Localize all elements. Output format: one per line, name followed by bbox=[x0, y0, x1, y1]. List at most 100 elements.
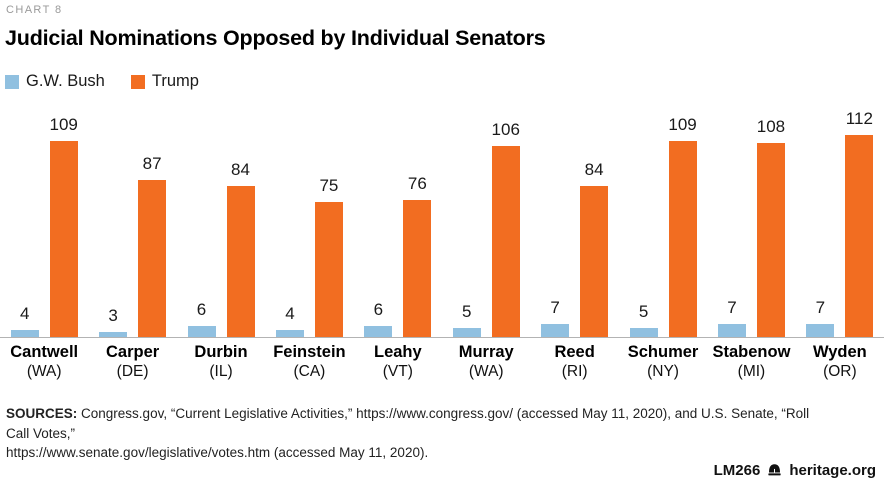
bar-value-label: 109 bbox=[668, 114, 697, 134]
bar-g-w-bush bbox=[187, 326, 216, 337]
senator-state: (VT) bbox=[382, 363, 413, 380]
bar-group: 7 84 bbox=[530, 103, 618, 337]
senator-state: (NY) bbox=[647, 363, 679, 380]
category-label: Cantwell (WA) bbox=[0, 343, 88, 381]
x-axis-labels: Cantwell (WA) Carper (DE) Durbin (IL) Feinstei… bbox=[0, 343, 884, 381]
sources-line1: Congress.gov, “Current Legislative Activ… bbox=[6, 406, 810, 441]
bar-column: 5 bbox=[452, 302, 481, 337]
senator-state: (OR) bbox=[823, 363, 857, 380]
bar-value-label: 5 bbox=[638, 302, 649, 321]
category-label: Murray (WA) bbox=[442, 343, 530, 381]
senator-name: Murray bbox=[458, 343, 514, 361]
bar-value-label: 7 bbox=[550, 298, 560, 318]
sources-note: SOURCES: Congress.gov, “Current Legislat… bbox=[6, 404, 836, 463]
bar-column: 84 bbox=[226, 160, 255, 337]
chart-legend: G.W. Bush Trump bbox=[5, 72, 199, 91]
bar-group: 4 109 bbox=[0, 103, 88, 337]
site-name: heritage.org bbox=[789, 462, 876, 479]
bar-g-w-bush bbox=[10, 329, 39, 337]
bar-g-w-bush bbox=[275, 329, 304, 337]
senator-name: Cantwell bbox=[10, 343, 79, 361]
bar-value-label: 87 bbox=[142, 154, 162, 174]
bar-value-label: 7 bbox=[727, 298, 737, 318]
bar-value-label: 6 bbox=[373, 300, 384, 320]
category-label: Stabenow (MI) bbox=[707, 343, 795, 381]
senator-name: Feinstein bbox=[273, 343, 346, 361]
bar-g-w-bush bbox=[717, 324, 746, 337]
chart-code: LM266 bbox=[713, 462, 761, 479]
bar-group: 7 112 bbox=[796, 103, 884, 337]
bar-column: 109 bbox=[668, 114, 697, 337]
legend-label: Trump bbox=[151, 72, 199, 90]
bar-value-label: 109 bbox=[49, 114, 78, 134]
category-label: Schumer (NY) bbox=[619, 343, 707, 381]
chart-kicker: CHART 8 bbox=[6, 4, 63, 16]
bar-trump bbox=[491, 146, 520, 337]
bar-column: 7 bbox=[806, 298, 835, 337]
bar-g-w-bush bbox=[364, 326, 393, 337]
bar-value-label: 75 bbox=[319, 176, 339, 195]
bar-group: 6 84 bbox=[177, 103, 265, 337]
senator-name: Wyden bbox=[812, 343, 867, 361]
bar-g-w-bush bbox=[452, 328, 481, 337]
senator-name: Carper bbox=[106, 343, 160, 361]
bar-value-label: 5 bbox=[462, 302, 472, 321]
footer: LM266 heritage.org bbox=[714, 462, 876, 479]
category-label: Reed (RI) bbox=[530, 343, 618, 381]
category-label: Wyden (OR) bbox=[796, 343, 884, 381]
sources-line2: https://www.senate.gov/legislative/votes… bbox=[6, 445, 429, 461]
bar-column: 4 bbox=[275, 303, 304, 337]
bar-value-label: 76 bbox=[407, 174, 427, 194]
bar-value-label: 84 bbox=[584, 159, 604, 179]
senator-state: (WA) bbox=[26, 363, 62, 380]
bar-column: 112 bbox=[845, 109, 874, 337]
bar-column: 6 bbox=[187, 300, 216, 337]
bar-trump bbox=[49, 140, 78, 337]
bar-trump bbox=[314, 202, 343, 337]
legend-swatch bbox=[130, 74, 145, 89]
bar-value-label: 6 bbox=[196, 300, 207, 320]
bar-value-label: 112 bbox=[845, 109, 873, 129]
bar-group: 5 106 bbox=[442, 103, 530, 337]
category-label: Carper (DE) bbox=[88, 343, 176, 381]
bar-trump bbox=[756, 142, 785, 337]
bar-group: 5 109 bbox=[619, 103, 707, 337]
senator-state: (WA) bbox=[468, 363, 504, 380]
bar-g-w-bush bbox=[99, 331, 128, 337]
senator-state: (RI) bbox=[561, 363, 588, 380]
bar-group: 4 75 bbox=[265, 103, 353, 337]
bar-column: 106 bbox=[492, 120, 520, 337]
bar-trump bbox=[226, 185, 255, 337]
bar-column: 4 bbox=[10, 303, 39, 337]
bar-column: 108 bbox=[757, 117, 785, 337]
bar-column: 7 bbox=[541, 298, 570, 337]
bar-value-label: 3 bbox=[108, 305, 118, 325]
bar-column: 87 bbox=[138, 154, 167, 337]
senator-name: Durbin bbox=[194, 343, 248, 361]
legend-item-trump: Trump bbox=[130, 72, 199, 91]
senator-name: Reed bbox=[554, 343, 595, 361]
bar-value-label: 4 bbox=[19, 303, 30, 323]
legend-label: G.W. Bush bbox=[26, 72, 105, 90]
bar-value-label: 4 bbox=[285, 303, 295, 323]
sources-label: SOURCES: bbox=[6, 406, 78, 421]
bar-value-label: 106 bbox=[491, 120, 520, 140]
bar-column: 6 bbox=[364, 300, 393, 337]
senator-name: Stabenow bbox=[712, 343, 791, 361]
bar-g-w-bush bbox=[541, 324, 570, 337]
bar-group: 6 76 bbox=[354, 103, 442, 337]
senator-state: (IL) bbox=[209, 363, 233, 380]
bar-trump bbox=[138, 180, 167, 337]
senator-state: (DE) bbox=[116, 363, 149, 380]
category-label: Feinstein (CA) bbox=[265, 343, 353, 381]
bar-column: 3 bbox=[99, 305, 128, 337]
bar-trump bbox=[845, 135, 874, 337]
category-label: Durbin (IL) bbox=[177, 343, 265, 381]
bar-value-label: 7 bbox=[815, 298, 826, 318]
chart-title: Judicial Nominations Opposed by Individu… bbox=[5, 26, 546, 50]
liberty-bell-icon bbox=[768, 464, 781, 476]
bar-column: 7 bbox=[717, 298, 746, 337]
bar-g-w-bush bbox=[629, 328, 658, 337]
bar-column: 5 bbox=[629, 302, 658, 337]
